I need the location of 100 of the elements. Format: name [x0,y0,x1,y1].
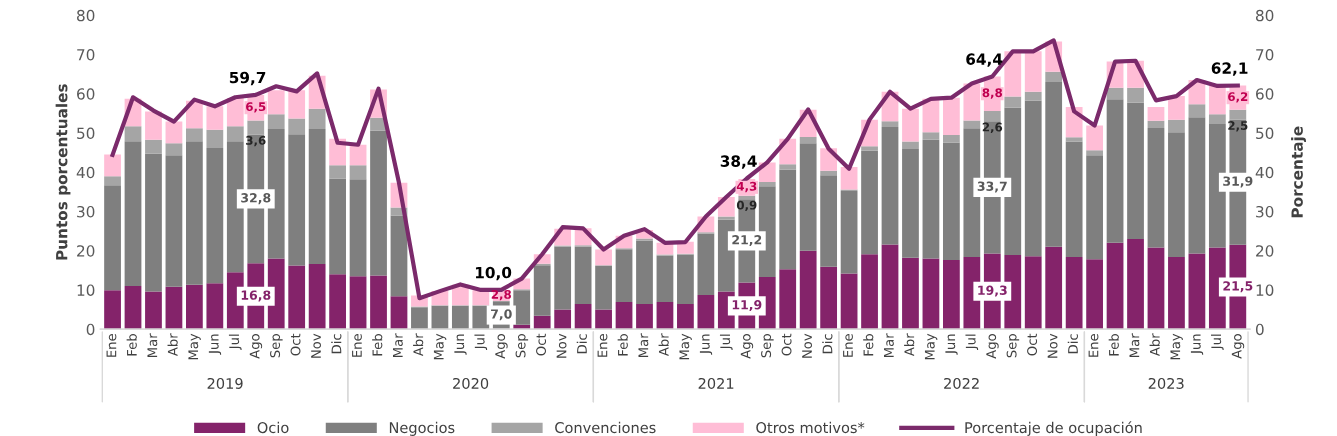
x-tick-label: Nov [1047,333,1058,358]
data-label: 32,8 [241,193,271,205]
data-label: 11,9 [732,300,762,312]
x-tick-label: Sep [1006,334,1020,358]
y-tick-label: 60 [77,88,95,100]
x-tick-label: Jul [1210,334,1224,350]
legend-label: Negocios [389,421,455,436]
text: 2022 [944,377,979,389]
y2-tick-label: 60 [1256,88,1274,100]
x-tick-label: Dic [576,334,587,354]
y-tick-label: 20 [77,245,95,257]
x-tick-label: Feb [617,334,628,356]
x-tick-label: Nov [556,333,567,358]
x-tick-label: Nov [311,333,321,358]
x-tick-label: Nov [802,333,812,358]
x-tick-label: Jun [1190,334,1204,355]
x-tick-label: Mar [393,333,403,357]
x-tick-label: Feb [126,334,137,356]
text: 2020 [453,377,489,389]
x-tick-label: May [1170,333,1183,360]
x-tick-label: May [433,333,447,360]
y2-tick-label: 20 [1256,245,1274,257]
y2-tick-label: 0 [1255,323,1264,336]
x-tick-label: Abr [904,333,915,357]
x-tick-label: Sep [515,334,529,358]
x-tick-label: Ene [843,334,853,357]
x-tick-label: Ago [249,334,263,359]
data-label: 16,8 [241,290,271,302]
x-tick-label: Feb [1108,334,1119,356]
y2-axis-title: Porcentaje [1291,126,1306,218]
x-tick-label: Ene [1088,334,1099,357]
x-tick-label: Oct [781,333,792,356]
data-label: 10,0 [475,266,512,281]
x-tick-label: Ago [986,334,999,359]
legend-label: Convenciones [555,421,656,434]
y-tick-label: 80 [77,9,95,22]
x-tick-label: Abr [413,333,424,357]
y2-tick-label: 80 [1255,9,1274,22]
x-tick-label: Jul [228,334,242,350]
x-tick-label: Jun [454,334,467,355]
y2-tick-label: 10 [1256,284,1274,296]
x-tick-label: Jun [945,334,958,355]
x-tick-label: Oct [536,333,547,356]
x-tick-label: Jul [719,334,733,350]
x-tick-label: Abr [1149,333,1160,357]
x-tick-label: Abr [167,333,178,357]
data-label: 7,0 [491,309,512,321]
x-tick-label: Ago [740,334,754,359]
data-label: 59,7 [229,71,266,86]
y-tick-label: 50 [77,127,95,139]
y-tick-label: 30 [77,205,95,218]
x-tick-label: Ene [352,334,362,357]
x-tick-label: May [924,333,938,360]
legend-label: Ocio [257,421,289,434]
x-tick-label: Feb [372,334,383,356]
data-label: 2,8 [491,289,511,301]
y-tick-label: 70 [77,48,95,61]
y-tick-label: 40 [76,166,95,179]
y2-tick-label: 50 [1256,127,1274,139]
x-tick-label: Sep [270,334,283,358]
data-label: 21,5 [1223,281,1253,293]
x-tick-label: Jul [474,334,488,350]
x-tick-label: Dic [1067,334,1078,354]
x-tick-label: Oct [290,333,301,356]
text: 2021 [698,377,734,389]
x-tick-label: Mar [884,333,894,357]
x-tick-label: Jun [208,334,222,355]
data-label: 38,4 [720,155,757,169]
data-label: 62,1 [1211,62,1248,76]
x-tick-label: Dic [822,334,833,354]
data-label: 8,8 [982,88,1003,99]
x-tick-label: Feb [863,334,874,356]
data-label: 64,4 [966,53,1003,67]
data-label: 31,9 [1223,176,1253,188]
legend-label: Porcentaje de ocupación [965,421,1142,436]
legend-label: Otros motivos* [756,421,865,434]
x-tick-label: Jul [965,334,979,350]
text: 2019 [207,377,243,389]
x-tick-label: Abr [658,333,669,357]
x-tick-label: Mar [147,333,158,357]
y-axis-title: Puntos porcentuales [55,84,71,260]
y2-tick-label: 40 [1255,166,1274,179]
x-tick-label: Mar [638,333,649,357]
data-label: 19,3 [978,285,1007,297]
text: 2023 [1148,377,1184,389]
x-tick-label: May [679,333,692,360]
x-tick-label: Dic [331,334,342,354]
x-tick-label: Ene [106,334,117,357]
x-tick-label: Mar [1129,333,1140,357]
y2-tick-label: 30 [1256,205,1274,218]
x-tick-label: Jun [699,334,713,355]
x-tick-label: Ene [597,334,608,357]
x-tick-label: May [188,333,201,360]
y-tick-label: 0 [86,323,95,336]
x-tick-label: Oct [1027,333,1038,356]
x-tick-label: Sep [761,334,774,358]
data-label: 21,2 [732,235,762,247]
y-tick-label: 10 [77,284,95,296]
data-label: 33,7 [977,181,1007,193]
x-tick-label: Ago [1231,334,1245,359]
